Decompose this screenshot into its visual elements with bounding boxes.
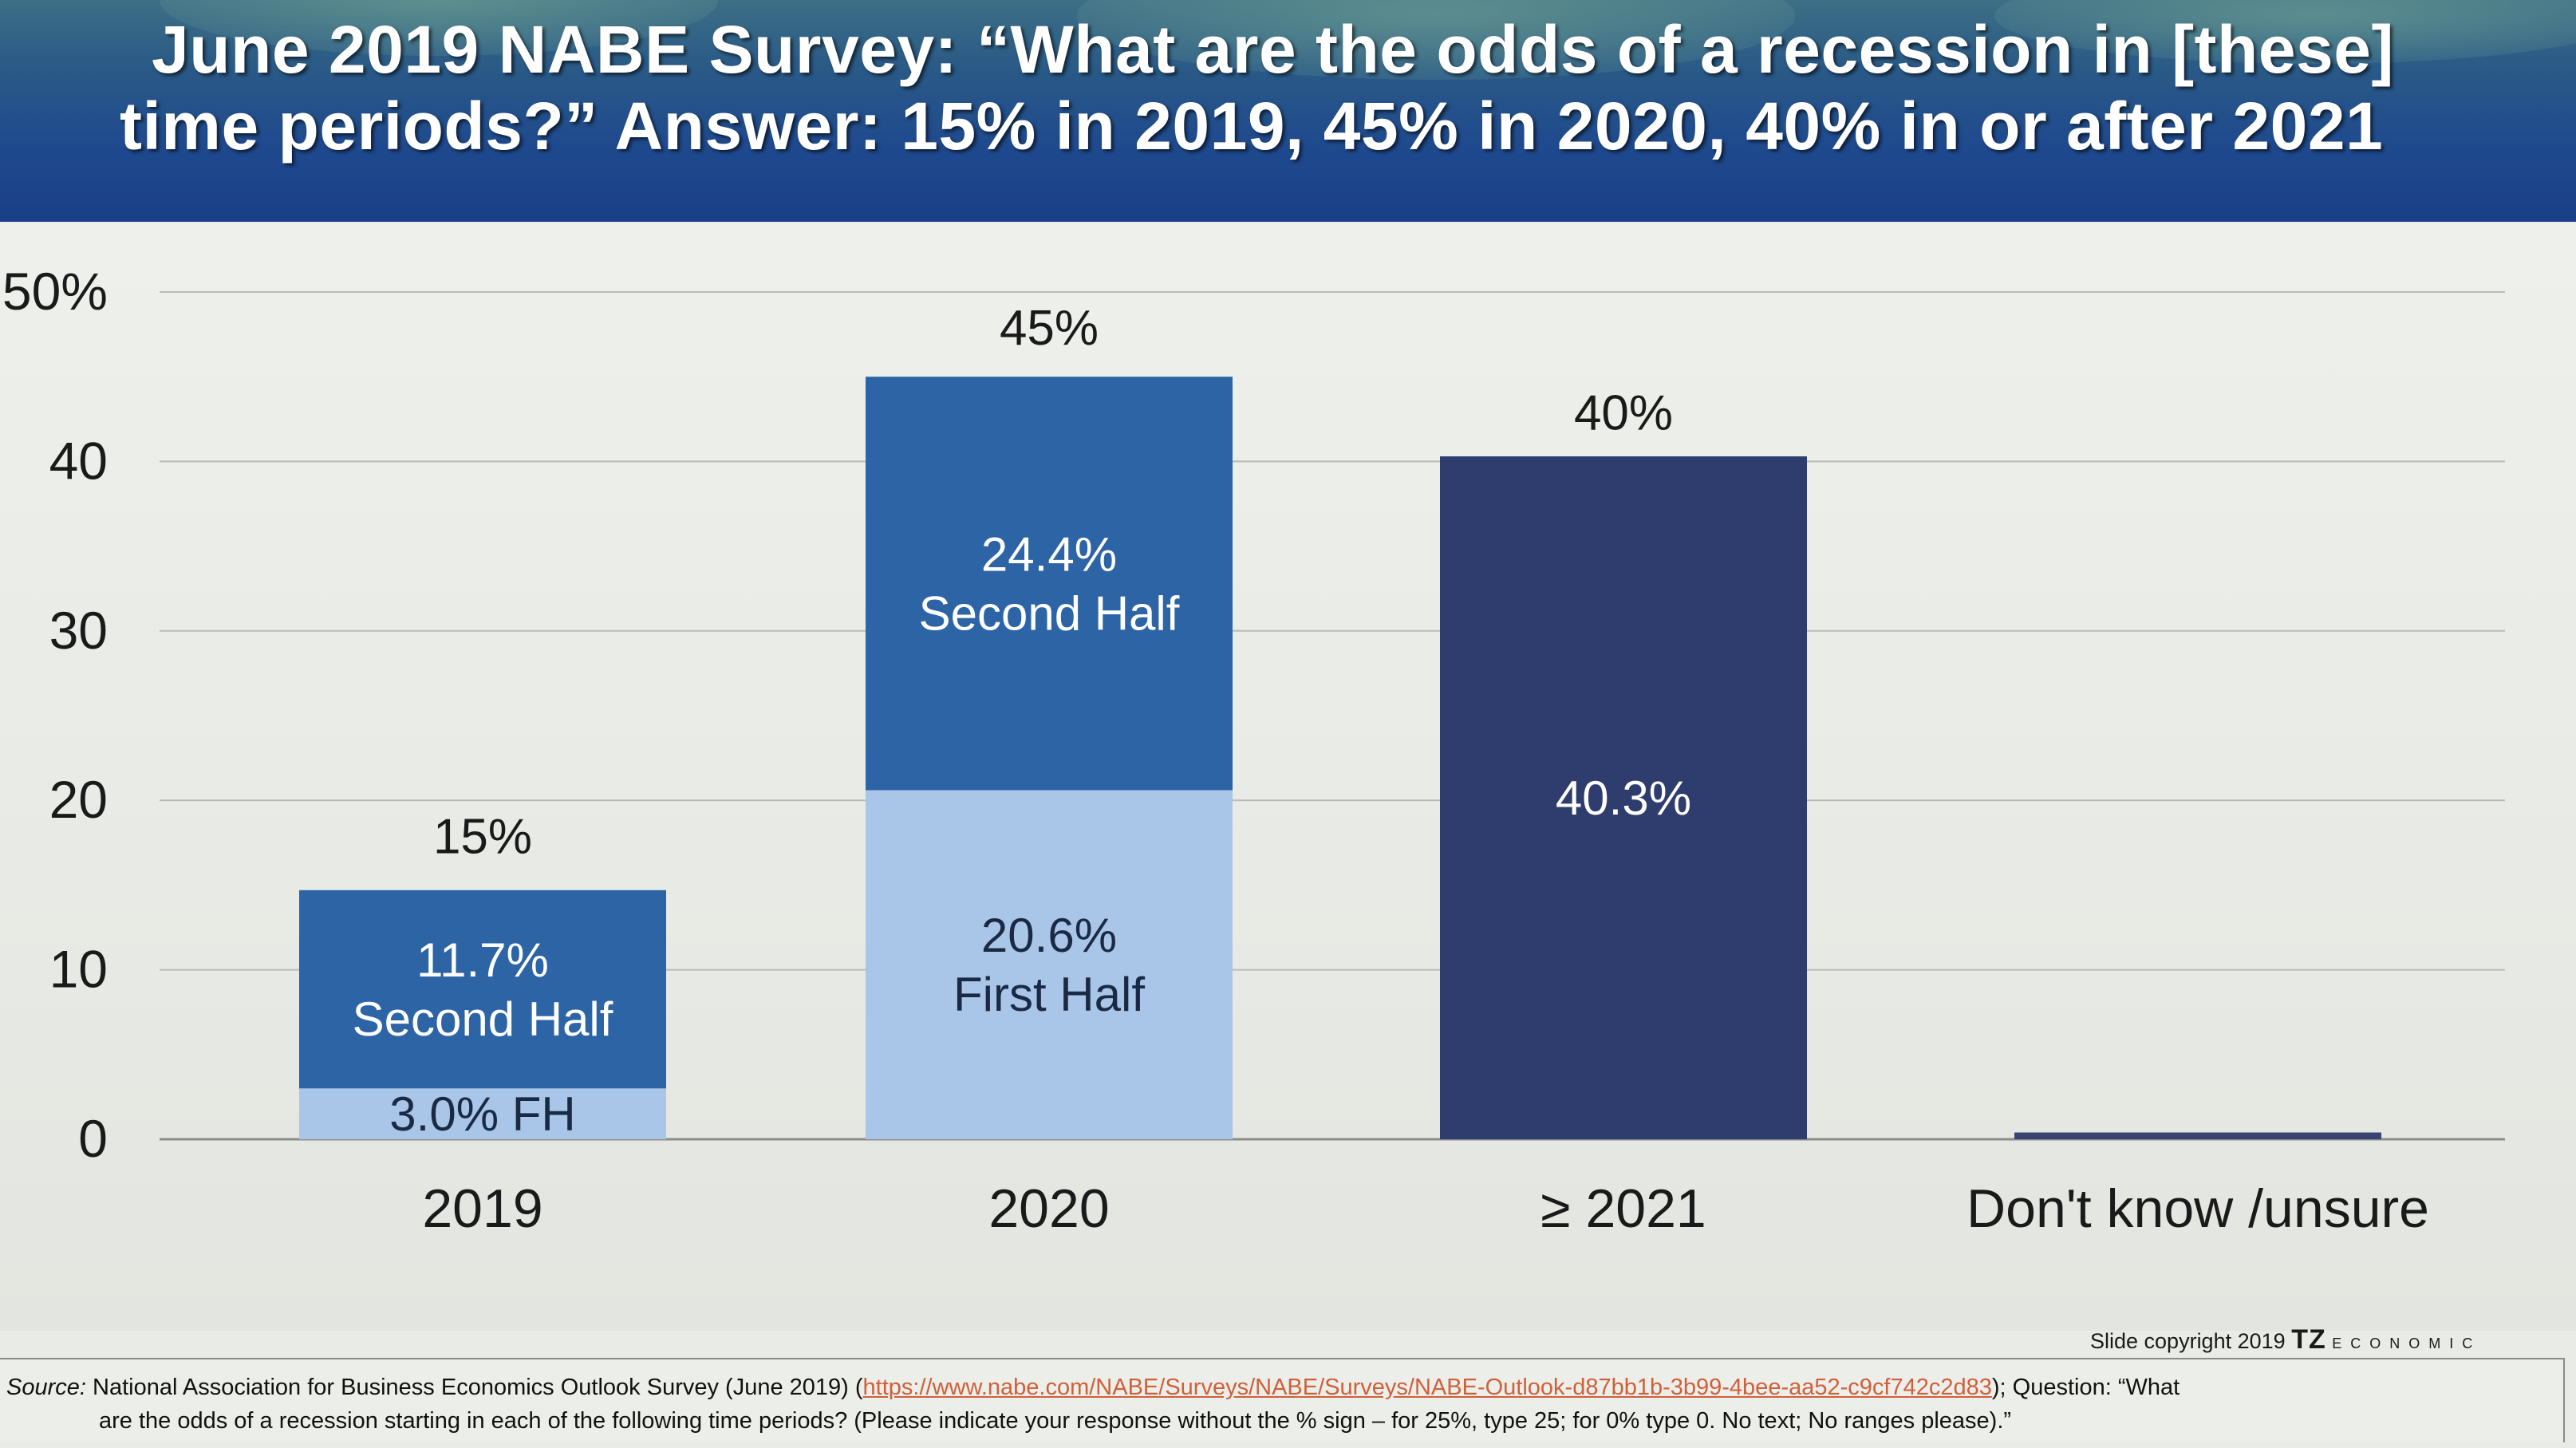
chart-area: 0 10 20 30 40 50% 3.0% FH 11.7% Second Half 15% 20… — [0, 222, 2576, 1331]
copyright-logo: E C O N O M I C — [2332, 1336, 2475, 1351]
y-tick-label: 50% — [2, 262, 108, 321]
segment-data-label: 20.6% — [981, 909, 1117, 962]
bar-segment — [866, 377, 1233, 791]
bar-segment — [1440, 456, 1807, 1139]
slide-title: June 2019 NABE Survey: “What are the odd… — [120, 11, 2553, 164]
slide-title-line-2: time periods?” Answer: 15% in 2019, 45% … — [120, 89, 2384, 164]
source-text: National Association for Business Econom… — [93, 1375, 863, 1400]
bar-segment — [2014, 1132, 2381, 1139]
segment-data-label: Second Half — [353, 992, 613, 1046]
bar-total-label: 45% — [1000, 301, 1099, 356]
bar-total-label: 15% — [433, 809, 532, 864]
slide-header: June 2019 NABE Survey: “What are the odd… — [0, 0, 2576, 222]
y-tick-label: 0 — [78, 1109, 108, 1168]
y-tick-label: 20 — [49, 770, 108, 829]
bar-total-label: 40% — [1574, 385, 1673, 440]
copyright-notice: Slide copyright 2019 TZ E C O N O M I C — [2090, 1324, 2475, 1355]
segment-data-label: 11.7% — [416, 933, 549, 987]
source-label: Source: — [6, 1375, 86, 1400]
x-category-label: 2020 — [988, 1178, 1109, 1239]
source-question-text: are the odds of a recession starting in … — [99, 1408, 2012, 1434]
segment-data-label: 24.4% — [981, 527, 1117, 581]
y-tick-label: 10 — [49, 940, 108, 999]
source-text-question: ); Question: “What — [1991, 1375, 2180, 1400]
bar-segment — [299, 890, 666, 1089]
y-tick-label: 30 — [49, 601, 108, 660]
copyright-text: Slide copyright 2019 — [2090, 1329, 2286, 1353]
copyright-brand: TZ — [2291, 1324, 2326, 1355]
source-link[interactable]: https://www.nabe.com/NABE/Surveys/NABE/S… — [862, 1375, 1992, 1400]
y-tick-label: 40 — [49, 431, 108, 490]
bar-segment — [299, 1088, 666, 1139]
x-category-label: Don't know /unsure — [1967, 1178, 2429, 1239]
x-category-label: 2019 — [422, 1178, 542, 1239]
source-note: Source: National Association for Busines… — [0, 1358, 2565, 1442]
segment-data-label: Second Half — [919, 586, 1180, 640]
segment-data-label: 40.3% — [1556, 771, 1691, 825]
segment-data-label: First Half — [953, 968, 1145, 1021]
segment-data-label: 3.0% FH — [389, 1087, 575, 1141]
slide-title-line-1: June 2019 NABE Survey: “What are the odd… — [152, 12, 2394, 87]
x-category-label: ≥ 2021 — [1540, 1178, 1706, 1239]
bar-segment — [866, 790, 1233, 1139]
